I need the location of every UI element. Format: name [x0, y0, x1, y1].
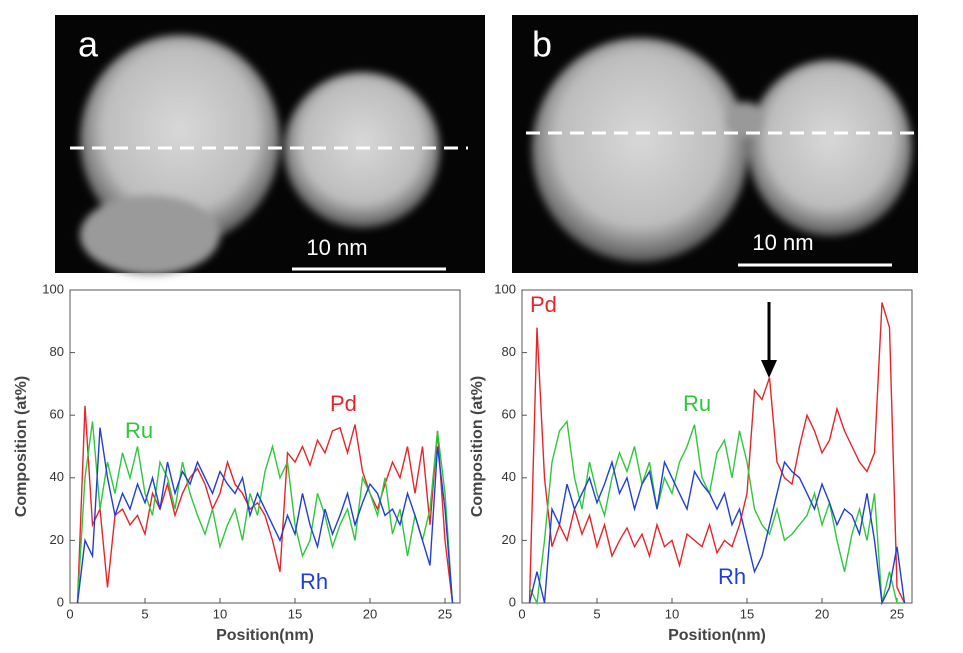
x-tick-label: 15 [288, 606, 302, 621]
series-line [76, 421, 454, 604]
series-line [76, 427, 454, 604]
x-tick-label: 20 [815, 606, 829, 621]
series-line [528, 459, 906, 606]
micrograph-b: b 10 nm [512, 15, 918, 273]
x-axis-label: Position(nm) [216, 627, 314, 644]
x-tick-label: 15 [740, 606, 754, 621]
series-label: Rh [718, 564, 746, 589]
x-tick-label: 10 [213, 606, 227, 621]
series-label: Ru [125, 418, 153, 443]
y-axis-label: Composition (at%) [13, 376, 30, 517]
series-line [76, 405, 454, 604]
series-label: Rh [300, 569, 328, 594]
x-tick-label: 0 [518, 606, 525, 621]
plot-frame [521, 289, 913, 604]
arrow [761, 302, 777, 378]
x-tick-label: 20 [363, 606, 377, 621]
y-tick-label: 0 [57, 594, 64, 609]
y-tick-label: 20 [50, 532, 64, 547]
y-tick-label: 40 [502, 469, 516, 484]
y-tick-label: 0 [509, 594, 516, 609]
x-axis-label: Position(nm) [668, 627, 766, 644]
y-tick-label: 40 [50, 469, 64, 484]
y-tick-label: 20 [502, 532, 516, 547]
plot-frame [69, 289, 461, 604]
panel-label: a [78, 24, 99, 65]
series-line [528, 419, 905, 606]
y-tick-label: 60 [502, 407, 516, 422]
y-tick-label: 100 [494, 281, 516, 296]
scale-bar-label: 10 nm [752, 230, 813, 255]
x-tick-label: 0 [66, 606, 73, 621]
y-tick-label: 80 [50, 344, 64, 359]
series-label: Ru [683, 391, 711, 416]
y-tick-label: 100 [42, 281, 64, 296]
micrograph-a: a 10 nm [55, 15, 485, 275]
series-label: Pd [530, 292, 557, 317]
x-tick-label: 5 [141, 606, 148, 621]
y-tick-label: 80 [502, 344, 516, 359]
x-tick-label: 10 [665, 606, 679, 621]
x-tick-label: 25 [890, 606, 904, 621]
x-tick-label: 25 [438, 606, 452, 621]
y-axis-label: Composition (at%) [469, 376, 486, 517]
series-line [528, 302, 906, 604]
scale-bar-label: 10 nm [306, 235, 367, 260]
x-tick-label: 5 [593, 606, 600, 621]
panel-label: b [532, 24, 552, 65]
y-tick-label: 60 [50, 407, 64, 422]
series-label: Pd [330, 391, 357, 416]
